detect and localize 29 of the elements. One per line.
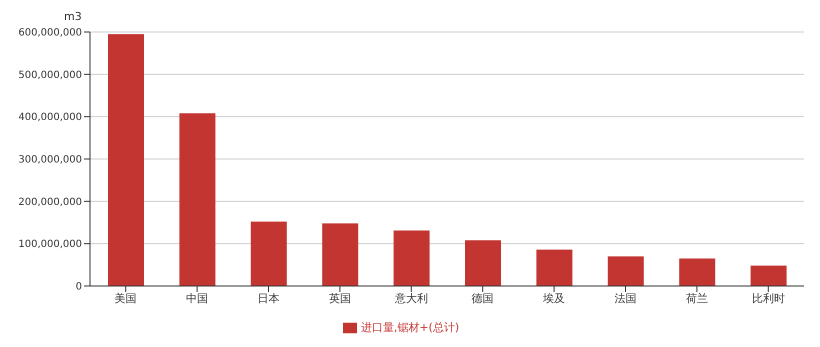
y-tick-label: 600,000,000 (18, 28, 82, 39)
y-tick-label: 400,000,000 (18, 112, 82, 124)
bar (465, 240, 501, 286)
y-tick-label: 500,000,000 (18, 70, 82, 81)
bar (250, 222, 287, 286)
bar (750, 266, 787, 286)
x-tick-label: 荷兰 (686, 292, 708, 305)
x-tick-label: 中国 (186, 292, 208, 305)
bar (394, 230, 430, 286)
x-tick-label: 意大利 (394, 292, 428, 305)
bar (679, 258, 716, 286)
x-tick-label: 法国 (614, 292, 636, 305)
bar (322, 223, 358, 286)
x-tick-label: 日本 (258, 292, 280, 305)
y-tick-label: 0 (76, 282, 82, 293)
x-tick-label: 埃及 (542, 292, 566, 305)
legend-label: 进口量,锯材+(总计) (360, 321, 460, 334)
y-tick-label: 300,000,000 (18, 154, 82, 166)
y-axis-title: m3 (64, 10, 82, 23)
bar (108, 34, 144, 286)
x-tick-label: 比利时 (752, 292, 785, 305)
x-tick-label: 美国 (114, 292, 137, 305)
y-tick-label: 200,000,000 (18, 196, 82, 208)
x-tick-label: 德国 (472, 292, 494, 305)
x-tick-label: 英国 (328, 292, 351, 305)
bar (179, 113, 216, 286)
bar (536, 250, 572, 286)
y-tick-label: 100,000,000 (18, 239, 82, 250)
bar (608, 256, 644, 286)
